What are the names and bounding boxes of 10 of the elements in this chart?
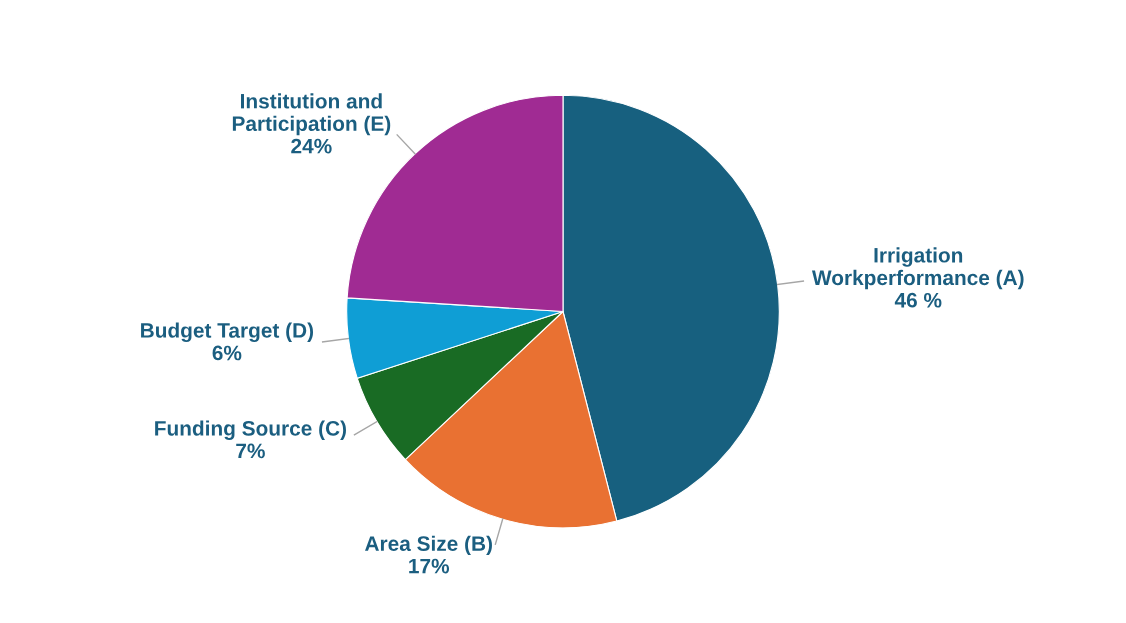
slice-label: Area Size (B): [365, 535, 492, 556]
slice-label: Budget Target (D): [141, 322, 314, 343]
data-label: 46 %: [894, 292, 942, 308]
slice-label: Funding Source (C): [155, 420, 346, 440]
slice-label: Irrigation Workperformance (A): [811, 247, 1024, 290]
data-label: 7%: [236, 443, 265, 459]
data-label: 17%: [409, 558, 450, 574]
slice-label: Institution and Participation (E): [232, 93, 391, 136]
data-label: 24%: [291, 138, 332, 154]
data-label: 6%: [212, 345, 242, 361]
